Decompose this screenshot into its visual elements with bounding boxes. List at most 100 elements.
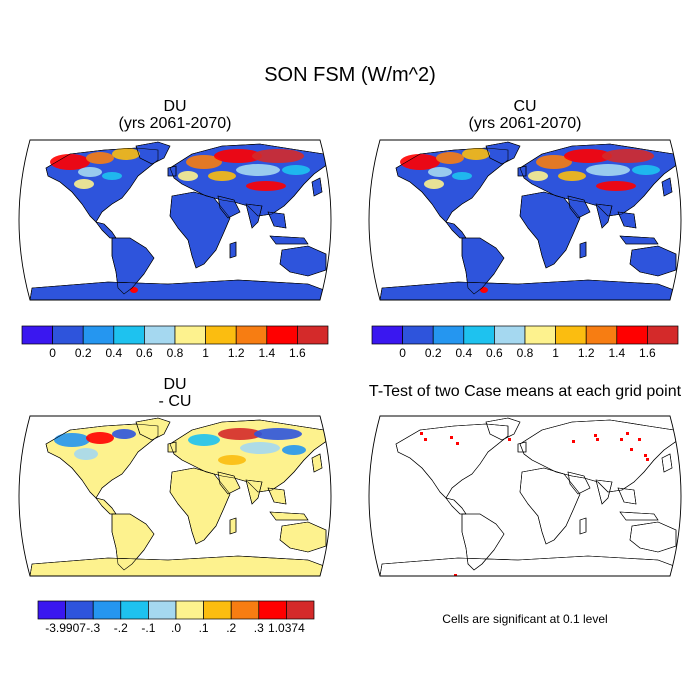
significant-cell [644,454,647,457]
coastline-madagascar [579,241,587,259]
coastline-australia [279,521,327,553]
colorbar-swatch [258,600,287,620]
colorbar-tick-label: 1.2 [228,346,245,360]
colorbar-swatch [144,325,176,345]
value-patch [596,181,636,191]
coastline-greenland [485,141,521,165]
colorbar-tick-label: .2 [226,621,236,635]
colorbar-swatch [113,325,145,345]
land-south-america [461,513,505,571]
colorbar-tick-label: -.3 [86,621,100,635]
anomaly-patch [86,432,114,444]
colorbar-du: 0 0.2 0.4 0.6 0.8 1 1.2 1.4 1.6 [21,325,329,360]
coastline-south-america [111,513,155,571]
value-patch [424,179,444,189]
coastline-uk [517,165,527,177]
map-frame [18,415,332,577]
colorbar-swatch [120,600,149,620]
coastline-japan [661,453,673,473]
colorbar-swatch [205,325,237,345]
map-frame [368,415,682,577]
map-content [379,141,681,300]
significant-cell [620,438,623,441]
coastline-greenland [485,417,521,441]
land-antarctica [379,279,675,300]
land-antarctica [379,555,675,576]
coastline-australia [629,521,677,553]
coastline-arabia [567,471,591,495]
value-patch [186,155,222,169]
anomaly-patch [218,428,262,440]
map-du [18,139,332,301]
value-patch [480,287,488,293]
land-central-america [445,221,467,239]
colorbar-tick-label: 1.4 [608,346,625,360]
coastline-antarctica [29,555,325,576]
colorbar-swatch [647,325,679,345]
land-antarctica [29,555,325,576]
value-patch [400,154,440,170]
coastline-indonesia [619,235,659,245]
coastline-indonesia [269,235,309,245]
coastline-greenland [135,141,171,165]
colorbar-tick-label: 0 [399,346,406,360]
value-patch [282,165,310,175]
coastline-africa [519,191,581,269]
coastline-japan [661,177,673,197]
land-north-america [395,423,509,499]
coastline-india [245,479,263,505]
value-patch [214,149,262,163]
value-patch [130,287,138,293]
colorbar-swatch [371,325,403,345]
coastline-se-asia [617,211,637,229]
coastline-greenland [135,417,171,441]
value-patch [102,172,122,180]
colorbar-diff: -3.9907 -.3 -.2 -.1 .0 .1 .2 .3 1.0374 [37,600,315,635]
coastline-north-america [45,147,159,223]
colorbar-swatch [92,600,122,620]
colorbar-tick-label: 1.0374 [268,621,305,635]
land-madagascar [579,241,587,259]
land-madagascar [229,517,237,535]
coastline-new-zealand [677,269,681,285]
panel-title-cu-line1: CU [513,98,537,115]
colorbar-tick-label: 1 [552,346,559,360]
significant-cell [638,438,641,441]
panel-title-du: DU (yrs 2061-2070) [20,98,330,132]
significant-cell [572,440,575,443]
value-patch [74,179,94,189]
land-australia [279,521,327,553]
land-australia [279,245,327,277]
coastline-australia [629,245,677,277]
colorbar-tick-label: 0.8 [167,346,184,360]
land-central-america [95,497,117,515]
colorbar-tick-label: 1.6 [639,346,656,360]
anomaly-patch [74,448,98,460]
land-central-america [95,221,117,239]
panel-title-du-line1: DU [163,98,187,115]
value-patch [78,167,102,177]
coastline-se-asia [267,211,287,229]
colorbar-swatch [555,325,587,345]
panel-title-diff: DU - CU [20,376,330,410]
coastline-south-america [111,237,155,295]
anomaly-patch [218,455,246,465]
value-patch [50,154,90,170]
colorbar-swatch [616,325,648,345]
significant-cell [508,438,511,441]
coastline-north-america [395,423,509,499]
value-patch [586,164,630,176]
colorbar-swatch [37,600,66,620]
value-patch [528,171,548,181]
map-ttest [368,415,682,577]
land-new-zealand [327,545,331,561]
panel-title-cu: CU (yrs 2061-2070) [370,98,680,132]
map-content [29,417,331,576]
value-patch [558,171,586,181]
value-patch [86,152,114,164]
colorbar-cu: 0 0.2 0.4 0.6 0.8 1 1.2 1.4 1.6 [371,325,679,360]
land-new-zealand [327,269,331,285]
panel-title-diff-line2: - CU [158,393,192,410]
coastline-madagascar [229,241,237,259]
colorbar-swatch [82,325,115,345]
